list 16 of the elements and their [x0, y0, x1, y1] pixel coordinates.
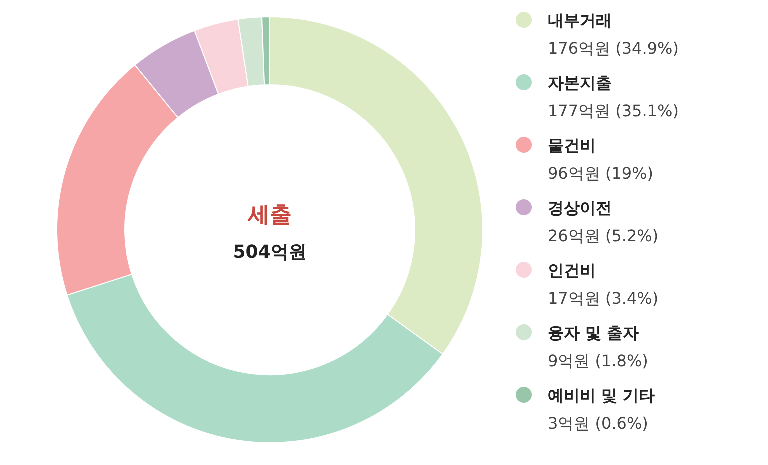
data-label: 176억원 (34.9%) [548, 39, 679, 58]
data-label: 17억원 (3.4%) [548, 289, 659, 308]
data-label: 3억원 (0.6%) [548, 414, 648, 433]
legend-label: 예비비 및 기타 [548, 386, 656, 405]
legend-label: 물건비 [548, 136, 596, 155]
data-label: 177억원 (35.1%) [548, 102, 679, 120]
data-label: 9억원 (1.8%) [548, 352, 648, 370]
legend-label: 경상이전 [548, 198, 612, 218]
legend-label: 융자 및 출자 [548, 324, 640, 342]
legend-label: 인건비 [548, 261, 596, 280]
legend-label: 자본지출 [548, 74, 612, 92]
data-label: 96억원 (19%) [548, 164, 654, 183]
text: 세출 [247, 203, 292, 228]
text: 504억원 [233, 242, 307, 263]
data-label: 26억원 (5.2%) [548, 226, 659, 246]
legend-label: 내부거래 [548, 11, 612, 30]
